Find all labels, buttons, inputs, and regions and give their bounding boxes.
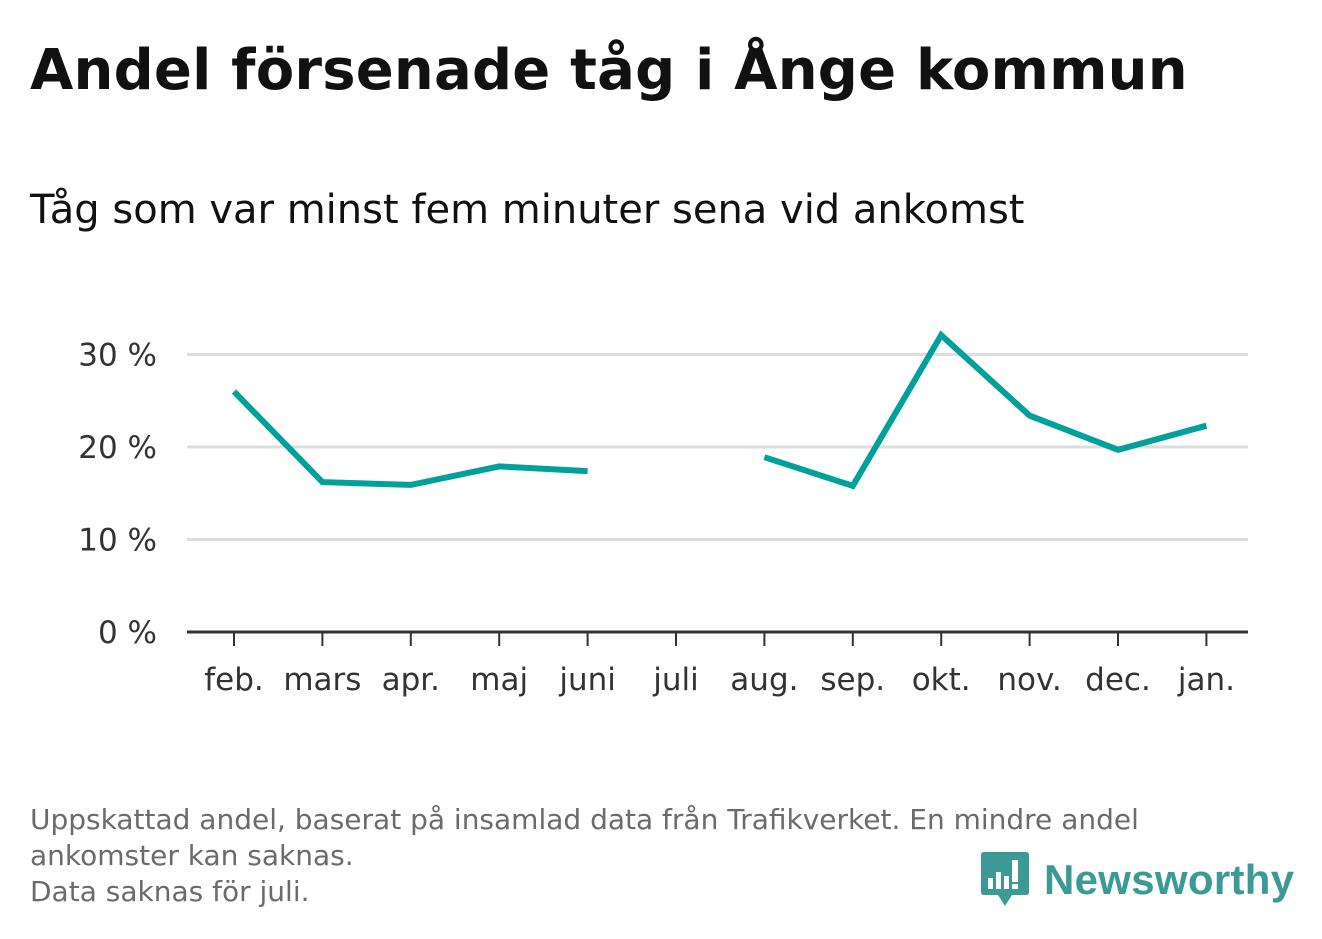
footnote-line-1: Uppskattad andel, baserat på insamlad da… <box>30 803 1139 836</box>
grid-lines <box>187 353 1248 541</box>
newsworthy-logo-icon <box>981 852 1029 906</box>
chart-subtitle: Tåg som var minst fem minuter sena vid a… <box>30 187 1025 233</box>
series-line-segment <box>231 389 588 488</box>
x-tick-label: nov. <box>997 662 1061 698</box>
x-tick-label: mars <box>283 662 361 698</box>
footnote: Uppskattad andel, baserat på insamlad da… <box>30 802 1139 910</box>
x-tick-label: sep. <box>820 662 885 698</box>
x-tick-label: okt. <box>912 662 971 698</box>
chart-title: Andel försenade tåg i Ånge kommun <box>30 38 1188 103</box>
series-line-segment <box>763 330 1208 490</box>
x-axis <box>187 630 1248 646</box>
x-tick-label: juni <box>558 662 616 698</box>
x-tick-label: aug. <box>730 662 798 698</box>
footnote-line-2: ankomster kan saknas. <box>30 839 354 872</box>
y-tick-label: 20 % <box>78 430 157 466</box>
x-tick-label: juli <box>652 662 699 698</box>
y-tick-label: 0 % <box>98 615 157 651</box>
x-tick-label: dec. <box>1085 662 1151 698</box>
x-tick-label: feb. <box>204 662 264 698</box>
x-tick-label: apr. <box>382 662 440 698</box>
x-tick-label: maj <box>470 662 528 698</box>
y-tick-label: 10 % <box>78 523 157 559</box>
newsworthy-logo: Newsworthy <box>980 850 1294 910</box>
logo-text: Newsworthy <box>1044 856 1295 903</box>
x-axis-tick-labels: feb. mars apr. maj juni juli aug. sep. okt. nov. d… <box>204 662 1235 698</box>
y-tick-label: 30 % <box>78 338 157 374</box>
x-tick-label: jan. <box>1177 662 1235 698</box>
footnote-line-3: Data saknas för juli. <box>30 875 310 908</box>
series-lines <box>231 330 1208 490</box>
y-axis-tick-labels: 0 % 10 % 20 % 30 % <box>78 338 157 652</box>
